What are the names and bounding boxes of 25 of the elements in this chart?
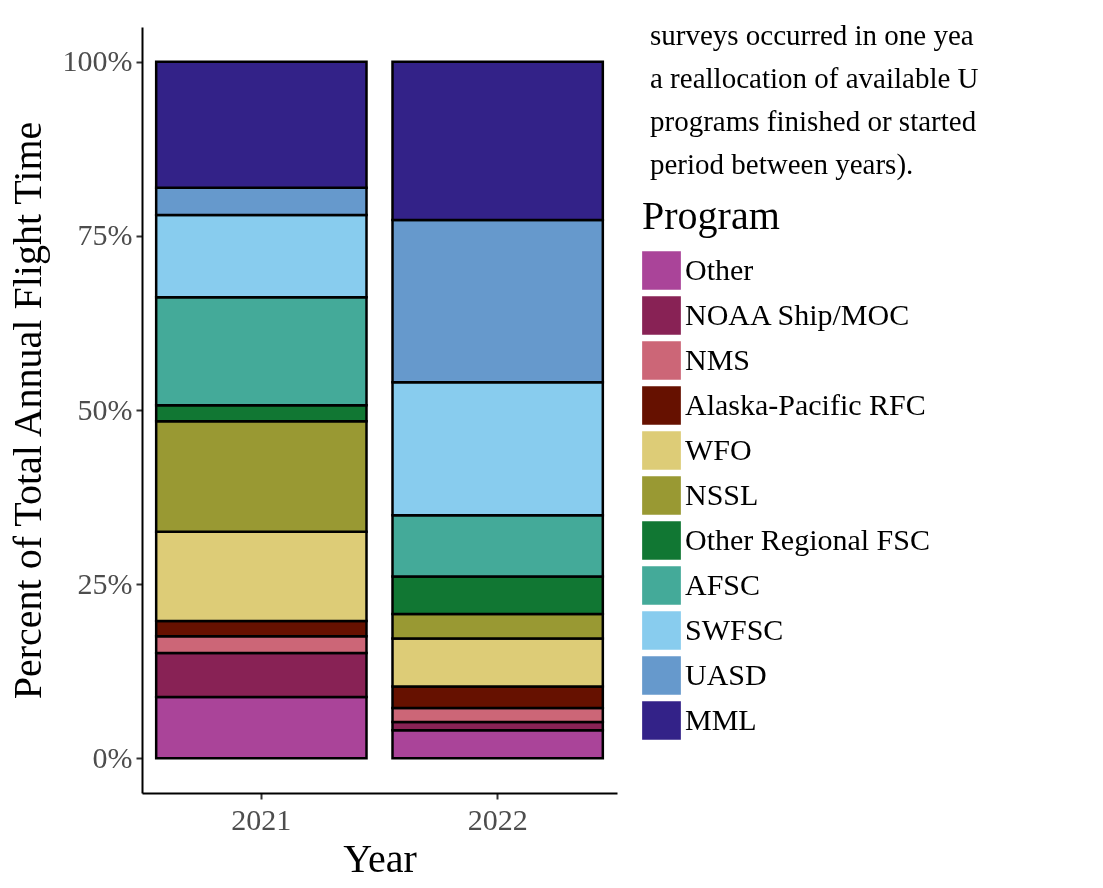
- y-tick-label: 0%: [92, 740, 133, 774]
- legend-label: NOAA Ship/MOC: [685, 297, 910, 331]
- y-tick-label: 25%: [77, 566, 133, 600]
- y-tick-label: 75%: [77, 218, 133, 252]
- text: surveys occurred in one yea: [650, 19, 974, 51]
- legend-label: Other: [685, 252, 754, 286]
- legend-label: MML: [685, 702, 757, 736]
- text: period between years).: [650, 148, 914, 181]
- y-axis-title: Percent of Total Annual Flight Time: [4, 121, 50, 700]
- legend-label: UASD: [685, 657, 767, 691]
- x-tick-label: 2021: [231, 802, 292, 836]
- y-tick-label: 100%: [62, 44, 133, 78]
- legend-label: WFO: [685, 432, 752, 466]
- legend-label: NMS: [685, 342, 751, 376]
- x-tick-label: 2022: [467, 802, 528, 836]
- legend-label: SWFSC: [685, 612, 784, 646]
- text: programs finished or started: [650, 105, 977, 137]
- text: a reallocation of available U: [650, 62, 979, 94]
- legend-label: Alaska-Pacific RFC: [685, 387, 926, 421]
- legend-label: AFSC: [685, 567, 761, 601]
- legend-label: NSSL: [685, 477, 759, 511]
- legend-title: Program: [642, 193, 780, 238]
- legend-label: Other Regional FSC: [685, 522, 930, 556]
- x-axis-title: Year: [343, 835, 417, 881]
- y-tick-label: 50%: [77, 392, 133, 426]
